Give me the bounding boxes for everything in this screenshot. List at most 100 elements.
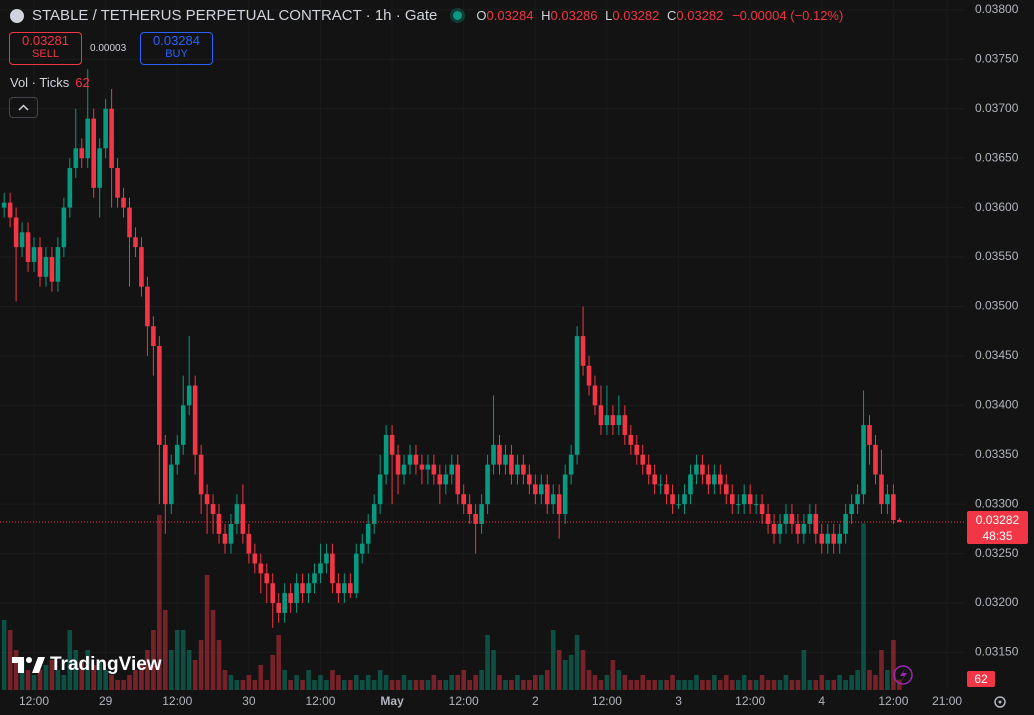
candle-body [228,523,234,544]
candle-body [795,523,801,534]
candle-body [359,543,365,554]
volume-bar [258,665,264,690]
candle-body [1,202,7,208]
ohlc-value: 0.03282 [676,8,724,23]
buy-price: 0.03284 [153,33,200,48]
volume-bar [646,680,652,690]
candle-body [276,603,281,613]
volume-bar [395,680,401,690]
volume-bar [55,670,61,690]
volume-bar [210,610,216,690]
ohlc-label: H [541,8,551,23]
volume-bar [533,675,538,690]
candle-body [139,247,144,287]
volume-bar [610,660,616,690]
volume-bar [115,680,120,690]
volume-bar [407,680,413,690]
candle-body [640,454,646,465]
candle-body [891,494,896,520]
y-tick-label: 0.03450 [975,348,1019,362]
y-tick-label: 0.03500 [975,299,1019,313]
volume-bar [694,675,699,690]
candle-body [628,434,634,445]
volume-bar [252,680,258,690]
volume-bar [73,650,79,690]
candle-body [688,474,693,495]
indicator-legend[interactable]: Vol · Ticks 62 [10,75,90,90]
buy-button[interactable]: 0.03284 BUY [140,32,213,65]
candle-body [819,533,825,544]
candle-body [73,148,79,169]
candle-body [348,583,353,594]
ohlc-value: 0.03286 [550,8,598,23]
candle-body [49,257,55,282]
candle-body [747,494,753,505]
volume-bar [121,680,126,690]
ohlc: O0.03284 H0.03286 L0.03282 C0.03282 −0.0… [472,8,843,23]
volume-tag: 62 [967,671,995,687]
candle-body [455,464,461,495]
candle-body [67,168,73,208]
volume-bar [133,670,138,690]
x-tick-label: 3 [675,694,682,708]
candle-body [198,454,204,495]
candle-body [395,454,401,475]
volume-bar [628,680,634,690]
candle-body [521,464,526,475]
volume-bar [789,680,795,690]
x-tick-label: May [380,694,404,708]
y-tick-label: 0.03650 [975,150,1019,164]
caret [18,104,29,111]
candle-body [580,336,586,366]
candle-body [13,217,19,248]
candle-body [616,415,622,426]
volume-bar [604,675,610,690]
volume-bar [544,670,550,690]
chart-title[interactable]: STABLE / TETHERUS PERPETUAL CONTRACT · 1… [32,7,438,24]
candle-body [252,553,258,564]
candle-body [622,415,628,435]
sell-button[interactable]: 0.03281 SELL [9,32,82,65]
candle-body [55,247,61,282]
volume-bar [718,680,723,690]
candle-body [377,474,383,505]
volume-bar [174,630,180,690]
volume-bar [228,675,234,690]
alert-icon [893,665,913,685]
candle-body [741,494,747,505]
volume-bar [759,675,765,690]
volume-bar [353,675,359,690]
candle-body [556,494,562,515]
volume-bar [276,635,281,690]
countdown: 48:35 [982,529,1013,543]
volume-bar [234,680,240,690]
x-tick-label: 12:00 [449,694,479,708]
volume-bar [31,675,37,690]
candle-body [646,464,652,475]
settings-icon [994,696,1006,708]
x-tick-label: 12:00 [735,694,765,708]
volume-bar [246,675,252,690]
volume-bar [348,680,353,690]
x-tick-label: 12:00 [162,694,192,708]
candle-body [121,197,126,208]
volume-bar [664,680,669,690]
candle-body [25,232,31,262]
collapse-button[interactable] [9,97,38,118]
candle-body [527,474,532,485]
volume-bar [873,675,878,690]
candle-body [771,523,777,534]
sell-label: SELL [32,48,59,60]
candle-body [473,514,478,524]
candle-body [533,484,538,495]
volume-bar [849,675,854,690]
volume-bar [622,675,628,690]
header: STABLE / TETHERUS PERPETUAL CONTRACT · 1… [10,7,843,24]
candle-body [700,464,705,475]
volume-bar [204,575,210,690]
candle-body [115,168,120,198]
volume-bar [437,680,443,690]
candle-body [538,484,544,495]
symbol-icon [10,8,24,23]
spread: 0.00003 [90,43,127,54]
